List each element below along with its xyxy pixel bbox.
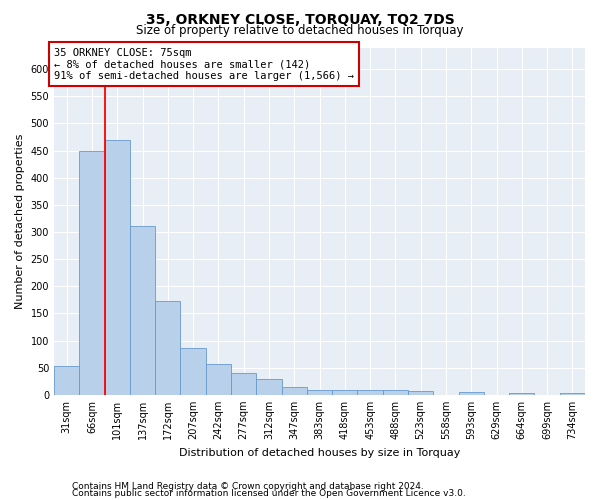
- Bar: [281, 386, 307, 395]
- Bar: [408, 391, 433, 395]
- Bar: [130, 226, 155, 395]
- Text: Contains public sector information licensed under the Open Government Licence v3: Contains public sector information licen…: [72, 490, 466, 498]
- Bar: [307, 390, 332, 395]
- Text: Contains HM Land Registry data © Crown copyright and database right 2024.: Contains HM Land Registry data © Crown c…: [72, 482, 424, 491]
- Bar: [383, 390, 408, 395]
- Text: 35, ORKNEY CLOSE, TORQUAY, TQ2 7DS: 35, ORKNEY CLOSE, TORQUAY, TQ2 7DS: [146, 12, 454, 26]
- Bar: [231, 372, 256, 395]
- Bar: [509, 393, 535, 395]
- Text: Size of property relative to detached houses in Torquay: Size of property relative to detached ho…: [136, 24, 464, 37]
- X-axis label: Distribution of detached houses by size in Torquay: Distribution of detached houses by size …: [179, 448, 460, 458]
- Bar: [79, 150, 104, 395]
- Text: 35 ORKNEY CLOSE: 75sqm
← 8% of detached houses are smaller (142)
91% of semi-det: 35 ORKNEY CLOSE: 75sqm ← 8% of detached …: [54, 48, 354, 80]
- Bar: [54, 366, 79, 395]
- Bar: [104, 140, 130, 395]
- Bar: [155, 302, 181, 395]
- Bar: [458, 392, 484, 395]
- Bar: [181, 348, 206, 395]
- Y-axis label: Number of detached properties: Number of detached properties: [15, 134, 25, 309]
- Bar: [332, 390, 358, 395]
- Bar: [560, 392, 585, 395]
- Bar: [358, 390, 383, 395]
- Bar: [206, 364, 231, 395]
- Bar: [256, 378, 281, 395]
